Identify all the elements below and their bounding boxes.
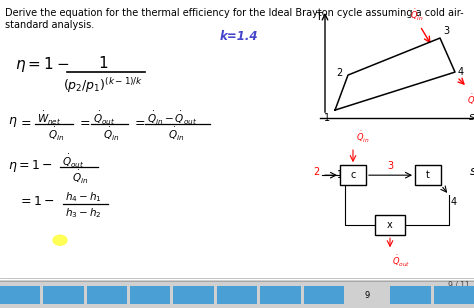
Text: s: s xyxy=(470,165,474,178)
Text: 1: 1 xyxy=(324,113,330,123)
Text: $=$: $=$ xyxy=(18,115,32,128)
Bar xyxy=(303,286,344,304)
Text: s: s xyxy=(469,112,474,122)
Text: 3: 3 xyxy=(443,26,449,36)
Text: $\dot{Q}_{in}$: $\dot{Q}_{in}$ xyxy=(168,126,184,143)
Bar xyxy=(87,286,127,304)
Text: $\dot{Q}_{in}$: $\dot{Q}_{in}$ xyxy=(103,126,119,143)
Bar xyxy=(0,286,40,304)
Text: $\dot{Q}_{out}$: $\dot{Q}_{out}$ xyxy=(467,92,474,107)
Text: 9 / 11: 9 / 11 xyxy=(448,280,470,289)
Text: $\dot{Q}_{out}$: $\dot{Q}_{out}$ xyxy=(62,153,84,170)
Text: 4: 4 xyxy=(458,67,464,77)
Text: T: T xyxy=(316,12,322,22)
Text: $\eta = 1 -$: $\eta = 1 -$ xyxy=(8,158,53,174)
Text: $= 1 -$: $= 1 -$ xyxy=(18,195,55,208)
Text: $1$: $1$ xyxy=(98,55,108,71)
Bar xyxy=(375,215,405,235)
Bar xyxy=(390,286,431,304)
Text: $\dot{Q}_{in}$: $\dot{Q}_{in}$ xyxy=(356,130,370,145)
Text: $\eta$: $\eta$ xyxy=(8,115,18,129)
Text: $h_3 - h_2$: $h_3 - h_2$ xyxy=(65,206,101,220)
Text: $=$: $=$ xyxy=(132,115,146,128)
Bar xyxy=(130,286,171,304)
Bar xyxy=(415,165,441,185)
Bar xyxy=(217,286,257,304)
Text: 9: 9 xyxy=(365,291,370,300)
Ellipse shape xyxy=(53,235,67,245)
Bar xyxy=(43,286,84,304)
Text: $\dot{Q}_{out}$: $\dot{Q}_{out}$ xyxy=(93,110,115,127)
Bar xyxy=(340,165,366,185)
Text: x: x xyxy=(387,220,393,230)
Text: $\dot{Q}_{out}$: $\dot{Q}_{out}$ xyxy=(392,253,410,269)
Text: 1: 1 xyxy=(337,170,343,180)
Text: $\dot{W}_{net}$: $\dot{W}_{net}$ xyxy=(37,110,62,127)
Text: 2: 2 xyxy=(337,68,343,78)
Text: $\dot{Q}_{in}$: $\dot{Q}_{in}$ xyxy=(410,8,424,23)
Text: Derive the equation for the thermal efficiency for the Ideal Brayton cycle assum: Derive the equation for the thermal effi… xyxy=(5,8,464,18)
Text: 4: 4 xyxy=(451,197,457,207)
Text: 3: 3 xyxy=(387,161,393,171)
Text: standard analysis.: standard analysis. xyxy=(5,20,94,30)
Bar xyxy=(173,286,214,304)
Text: t: t xyxy=(426,170,430,180)
Text: $(p_2/p_1)^{(k-1)/k}$: $(p_2/p_1)^{(k-1)/k}$ xyxy=(63,76,143,95)
Text: $\dot{Q}_{in}$: $\dot{Q}_{in}$ xyxy=(72,169,88,186)
Text: k=1.4: k=1.4 xyxy=(220,30,258,43)
Text: $\dot{Q}_{in} - \dot{Q}_{out}$: $\dot{Q}_{in} - \dot{Q}_{out}$ xyxy=(147,110,197,127)
Bar xyxy=(260,286,301,304)
Text: $\dot{Q}_{in}$: $\dot{Q}_{in}$ xyxy=(48,126,64,143)
Text: $=$: $=$ xyxy=(77,115,91,128)
Text: 2: 2 xyxy=(314,167,320,177)
Text: c: c xyxy=(350,170,356,180)
Text: $h_4 - h_1$: $h_4 - h_1$ xyxy=(65,190,102,204)
Bar xyxy=(347,286,387,304)
Text: $\eta = 1 -$: $\eta = 1 -$ xyxy=(15,55,69,74)
Bar xyxy=(434,286,474,304)
